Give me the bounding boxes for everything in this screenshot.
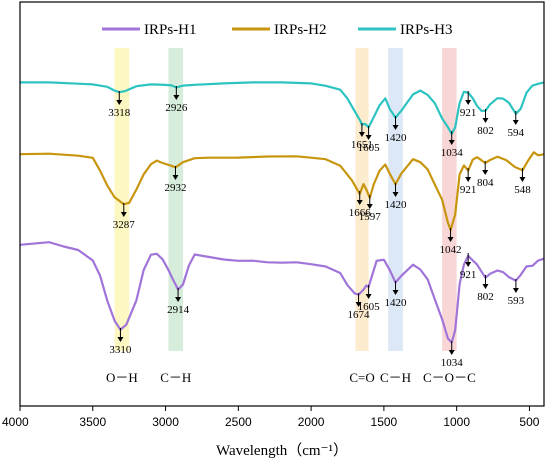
band-label: C－H <box>160 370 191 385</box>
axes: 4000 3500 3000 2500 2000 1500 1000 500 <box>2 1 545 429</box>
peak-label: 3310 <box>109 344 132 356</box>
peak-label: 921 <box>460 269 477 281</box>
band-label: C－O－C <box>423 370 476 385</box>
band-label: C－H <box>380 370 411 385</box>
peak-label: 1420 <box>385 199 408 211</box>
peak-arrow-head <box>465 262 472 267</box>
legend-label: IRPs-H2 <box>274 22 327 38</box>
peak-label: 802 <box>477 125 494 137</box>
legend-label: IRPs-H1 <box>144 22 197 38</box>
peak-label: 594 <box>508 127 525 139</box>
peak-arrow-head <box>365 294 372 299</box>
peak-arrow-head <box>448 140 455 145</box>
peak-arrow-head <box>447 237 454 242</box>
highlight-band <box>114 48 130 351</box>
band-label: O－H <box>106 370 138 385</box>
x-tick-label: 4000 <box>2 415 29 429</box>
peak-arrow-head <box>365 135 372 140</box>
peak-label: 921 <box>460 184 477 196</box>
peak-label: 802 <box>477 291 494 303</box>
series-line-irps-h1 <box>19 241 545 344</box>
peak-label: 2932 <box>164 182 186 194</box>
legend: IRPs-H1 IRPs-H2 IRPs-H3 <box>102 22 453 38</box>
x-axis-title: Wavelength（cm⁻¹） <box>216 442 348 459</box>
peak-arrow-head <box>482 170 489 175</box>
peak-arrow-head <box>512 288 519 293</box>
peak-label: 1605 <box>358 142 381 154</box>
peak-arrow-head <box>120 212 127 217</box>
peak-arrow-head <box>358 132 365 137</box>
peak-label: 1034 <box>441 147 464 159</box>
peak-label: 1666 <box>349 207 372 219</box>
bands-layer: O－H C－H C=O C－H C－O－C <box>106 48 476 385</box>
x-tick-label: 1500 <box>371 415 398 429</box>
peak-arrow-head <box>172 175 179 180</box>
peak-arrow-head <box>448 350 455 355</box>
peak-label: 3318 <box>108 107 131 119</box>
peak-label: 593 <box>508 295 525 307</box>
peak-label: 804 <box>477 177 494 189</box>
x-tick-label: 2000 <box>298 415 325 429</box>
x-tick-label: 500 <box>519 415 539 429</box>
peak-arrow-head <box>519 177 526 182</box>
peak-label: 1605 <box>358 301 381 313</box>
highlight-band <box>442 48 457 351</box>
peak-arrow-head <box>392 125 399 130</box>
peak-label: 1597 <box>359 211 382 223</box>
peak-arrow-head <box>392 192 399 197</box>
peak-arrow-head <box>356 200 363 205</box>
series-layer <box>19 81 545 344</box>
x-tick-label: 2500 <box>225 415 252 429</box>
peak-label: 1674 <box>348 309 371 321</box>
peak-arrow-head <box>175 297 182 302</box>
peak-arrow-head <box>482 118 489 123</box>
x-tick-label: 1000 <box>443 415 470 429</box>
peak-label: 2914 <box>167 304 190 316</box>
x-tick-label: 3000 <box>152 415 179 429</box>
peak-label: 1420 <box>385 297 408 309</box>
peak-label: 548 <box>514 184 531 196</box>
peak-arrow-head <box>512 120 519 125</box>
peak-label: 921 <box>460 107 477 119</box>
series-line-irps-h3 <box>20 81 545 135</box>
peak-label: 2926 <box>165 102 188 114</box>
peak-label: 1034 <box>441 357 464 369</box>
peak-arrow-head <box>117 337 124 342</box>
peak-arrow-head <box>482 284 489 289</box>
peak-arrow-head <box>116 100 123 105</box>
band-label: C=O <box>349 370 374 385</box>
peak-arrow-head <box>465 177 472 182</box>
peak-arrow-head <box>173 95 180 100</box>
peak-label: 1651 <box>351 139 373 151</box>
peak-arrow-head <box>366 204 373 209</box>
peak-arrow-head <box>355 302 362 307</box>
x-tick-label: 3500 <box>79 415 106 429</box>
peak-label: 3287 <box>113 219 136 231</box>
peak-label: 1420 <box>385 132 408 144</box>
peak-label: 1042 <box>440 244 462 256</box>
plot-frame <box>19 1 545 407</box>
peak-arrow-head <box>392 290 399 295</box>
peak-arrow-head <box>465 100 472 105</box>
legend-label: IRPs-H3 <box>400 22 453 38</box>
